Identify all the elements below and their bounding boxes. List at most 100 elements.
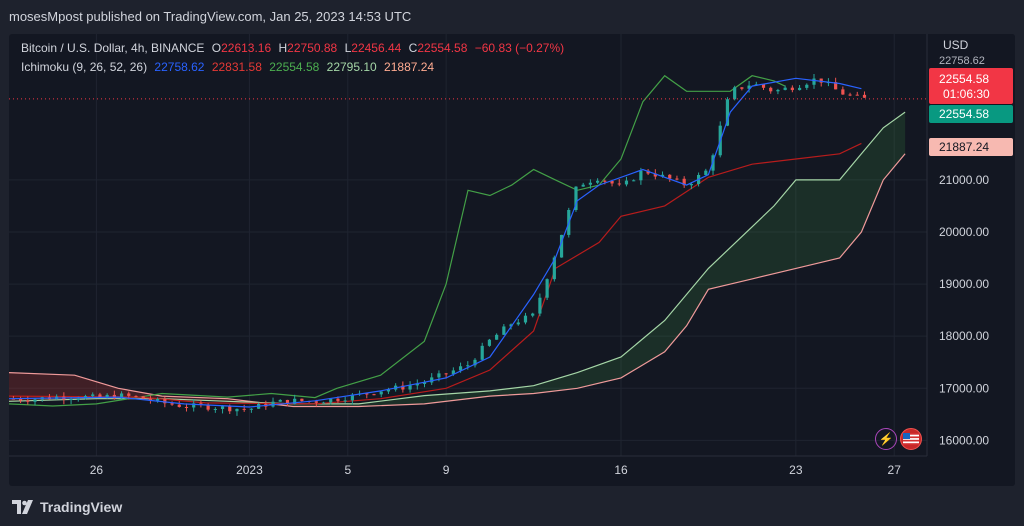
candle-body: [458, 366, 463, 371]
legend-low-value: 22456.44: [351, 41, 402, 55]
candle-body: [192, 403, 196, 408]
legend-symbol[interactable]: Bitcoin / U.S. Dollar, 4h, BINANCE: [21, 41, 205, 55]
legend-ohlc: Bitcoin / U.S. Dollar, 4h, BINANCE O2261…: [21, 41, 568, 55]
candle-body: [26, 400, 30, 402]
x-tick-label: 27: [888, 463, 902, 477]
y-tick-label: 19000.00: [939, 277, 989, 291]
publish-text: mosesMpost published on TradingView.com,…: [9, 9, 412, 24]
candle-body: [321, 402, 326, 404]
candle-body: [76, 398, 80, 400]
candle-body: [444, 373, 448, 375]
candle-body: [105, 394, 109, 398]
header-bar: mosesMpost published on TradingView.com,…: [0, 0, 1024, 34]
x-tick-label: 9: [443, 463, 450, 477]
candle-body: [805, 84, 809, 88]
cloud-bullish: [254, 112, 906, 407]
candle-body: [848, 94, 852, 96]
candle-body: [487, 339, 492, 346]
legend-change: −60.83 (−0.27%): [474, 41, 565, 55]
candle-body: [69, 399, 73, 401]
candle-body: [610, 180, 614, 184]
axis-partial-label: 22758.62: [939, 55, 985, 67]
candle-body: [653, 173, 657, 177]
candle-body: [300, 398, 304, 402]
candle-body: [18, 398, 23, 401]
chart-frame[interactable]: 16000.00 17000.00 18000.00 19000.00 20000.00…: [9, 34, 1015, 486]
x-tick-label: 23: [789, 463, 803, 477]
candle-body: [819, 78, 823, 83]
candle-body: [509, 324, 513, 327]
tenkan-line: [9, 77, 862, 408]
candle-body: [430, 377, 434, 383]
x-tick-label: 5: [344, 463, 351, 477]
candle-body: [228, 406, 232, 412]
candle-body: [408, 385, 412, 390]
chart-canvas[interactable]: 16000.00 17000.00 18000.00 19000.00 20000.00…: [9, 34, 1015, 486]
candle-body: [747, 85, 751, 89]
candle-body: [177, 404, 181, 407]
tag-lagging-value: 22554.58: [939, 107, 989, 121]
candle-body: [559, 234, 564, 258]
candle-body: [675, 178, 679, 180]
candle-body: [437, 373, 441, 378]
y-tick-label: 16000.00: [939, 433, 989, 447]
candle-body: [365, 393, 369, 395]
candle-body: [33, 399, 37, 402]
candle-body: [769, 87, 773, 92]
candle-body: [386, 389, 391, 392]
candle-body: [538, 297, 542, 314]
candle-body: [156, 398, 160, 401]
candle-body: [199, 403, 203, 405]
candle-body: [314, 401, 318, 403]
footer: TradingView: [0, 486, 1024, 526]
candle-body: [552, 257, 556, 280]
candle-body: [812, 78, 816, 85]
x-tick-label: 26: [90, 463, 104, 477]
lightning-icon[interactable]: ⚡: [875, 428, 897, 450]
candle-body: [213, 408, 217, 410]
indicator-value-kijun: 22831.58: [211, 60, 262, 74]
legend-high-value: 22750.88: [287, 41, 338, 55]
tradingview-logo-icon: [12, 500, 36, 514]
tradingview-logo[interactable]: TradingView: [12, 499, 122, 515]
tag-lagging: [929, 105, 1013, 123]
candle-body: [834, 82, 838, 90]
candle-body: [91, 394, 95, 397]
candle-body: [220, 406, 225, 409]
candle-body: [660, 174, 665, 177]
candle-body: [170, 403, 174, 405]
us-flag-icon[interactable]: [900, 428, 922, 450]
tag-span-b: [929, 138, 1013, 156]
candle-body: [480, 345, 484, 360]
candle-body: [776, 89, 780, 92]
candle-body: [516, 322, 520, 325]
candle-body: [336, 398, 340, 401]
candle-body: [581, 184, 585, 187]
indicator-name[interactable]: Ichimoku (9, 26, 52, 26): [21, 60, 148, 74]
candle-body: [343, 400, 347, 402]
tag-span-b-value: 21887.24: [939, 140, 989, 154]
tradingview-brand: TradingView: [40, 499, 123, 515]
candle-body: [596, 180, 600, 183]
candle-body: [473, 359, 477, 366]
candle-body: [545, 279, 549, 298]
indicator-value-span-b: 21887.24: [384, 60, 435, 74]
cloud-bearish: [9, 372, 255, 403]
candle-body: [646, 170, 650, 174]
candle-body: [206, 404, 210, 410]
candle-body: [668, 174, 672, 179]
candle-body: [725, 99, 730, 126]
legend-low-label: L: [344, 41, 352, 55]
candle-body: [350, 394, 354, 401]
candle-body: [495, 334, 499, 340]
candle-body: [163, 398, 167, 404]
candle-body: [682, 178, 686, 186]
y-tick-label: 21000.00: [939, 173, 989, 187]
indicator-value-tenkan: 22758.62: [154, 60, 205, 74]
candle-body: [415, 383, 419, 386]
span-b-line: [9, 153, 906, 408]
candle-body: [841, 89, 845, 95]
tag-last-price: [929, 68, 1013, 104]
candle-body: [523, 315, 528, 323]
candle-body: [127, 393, 131, 396]
